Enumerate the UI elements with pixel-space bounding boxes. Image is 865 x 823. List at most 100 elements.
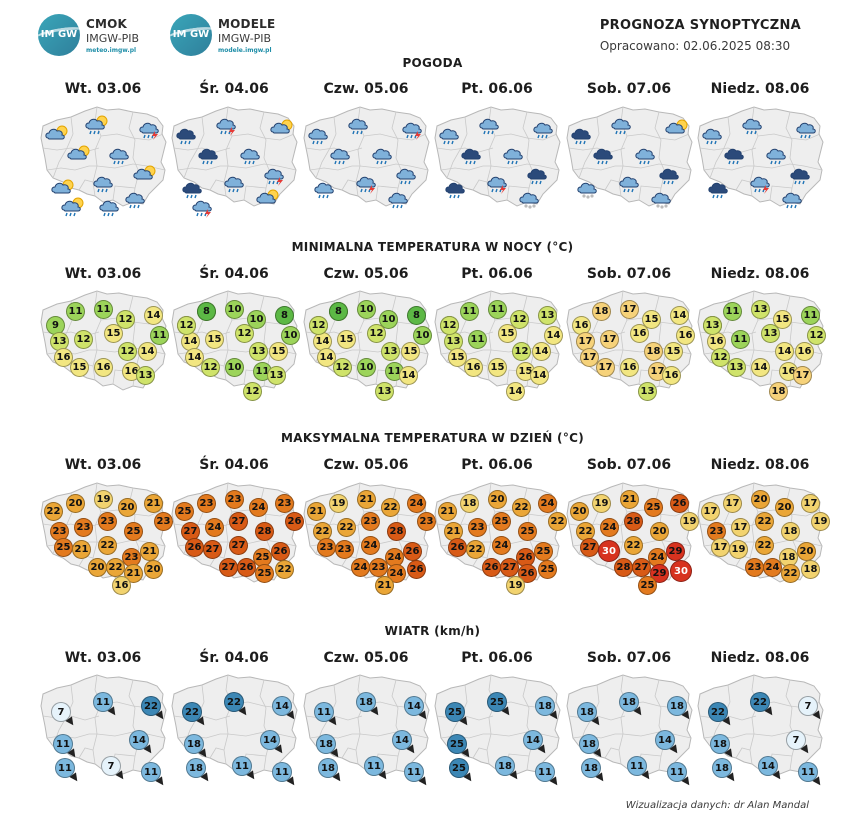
- min-temp-marker: 15: [205, 330, 224, 349]
- max-temp-marker: 22: [44, 502, 63, 521]
- day-label: Śr. 04.06: [199, 266, 269, 282]
- max-temp-marker: 28: [387, 522, 406, 541]
- max-temp-marker: 21: [124, 564, 143, 583]
- cloud-rain-icon: [633, 144, 657, 165]
- cloud-sun-icon: [65, 144, 90, 164]
- max-temp-marker: 27: [580, 538, 599, 557]
- min-temp-marker: 11: [150, 326, 169, 345]
- cloud-hail-icon: [575, 178, 599, 199]
- min-temp-marker: 13: [267, 366, 286, 385]
- wind-marker: 25: [487, 692, 513, 718]
- wind-marker: 14: [758, 756, 784, 782]
- min-temp-marker: 11: [66, 302, 85, 321]
- max-temp-marker: 25: [538, 560, 557, 579]
- max-temp-marker: 25: [638, 576, 657, 595]
- min-temp-marker: 8: [407, 306, 426, 325]
- forecast-title: PROGNOZA SYNOPTYCZNA: [599, 18, 801, 33]
- day-label: Czw. 05.06: [323, 81, 409, 97]
- cloud-rain-icon: [91, 172, 115, 193]
- max-temp-marker: 20: [118, 498, 137, 517]
- min-temp-marker: 11: [731, 330, 750, 349]
- min-temp-marker: 11: [801, 306, 820, 325]
- min-temp-marker: 10: [413, 326, 432, 345]
- day-label: Śr. 04.06: [199, 650, 269, 666]
- max-temp-marker: 23: [417, 512, 436, 531]
- wind-marker: 18: [577, 702, 603, 728]
- logo-cmok-text: CMOK IMGW-PIB meteo.imgw.pl: [86, 17, 139, 54]
- min-temp-marker: 13: [761, 324, 780, 343]
- max-temp-marker: 23: [197, 494, 216, 513]
- max-temp-marker: 23: [154, 512, 173, 531]
- cloud-rain-icon: [370, 144, 394, 165]
- max-temp-marker: 21: [307, 502, 326, 521]
- min-temp-marker: 15: [70, 358, 89, 377]
- cloud-rain-icon: [617, 172, 641, 193]
- cloud-rain-icon: [609, 114, 633, 135]
- max-map-4: 20 19 21 25 26 19 22 24 28 20 27 30 22 24 29 28 27 29 30 25: [563, 480, 699, 595]
- min-temp-marker: 12: [807, 326, 826, 345]
- day-label: Czw. 05.06: [323, 266, 409, 282]
- max-temp-marker: 23: [468, 518, 487, 537]
- max-temp-marker: 23: [361, 512, 380, 531]
- wind-marker: 11: [364, 756, 390, 782]
- min-temp-marker: 12: [74, 330, 93, 349]
- logo-cmok-url: meteo.imgw.pl: [86, 46, 137, 54]
- wind-map-1: 22 22 14 18 14 18 11 11: [168, 672, 300, 788]
- min-temp-marker: 10: [247, 310, 266, 329]
- max-temp-marker: 20: [570, 502, 589, 521]
- max-temp-marker: 26: [670, 494, 689, 513]
- max-temp-marker: 30: [598, 540, 620, 562]
- min-temp-marker: 15: [269, 342, 288, 361]
- day-label: Sob. 07.06: [586, 650, 672, 666]
- max-temp-marker: 21: [72, 540, 91, 559]
- max-temp-marker: 17: [723, 494, 742, 513]
- min-temp-marker: 8: [329, 302, 348, 321]
- min-temp-marker: 14: [317, 348, 336, 367]
- max-temp-marker: 27: [229, 536, 248, 555]
- cloud-rain-thunder-icon: [190, 196, 214, 218]
- cloud-rain-dark-icon: [788, 164, 812, 185]
- min-temp-marker: 13: [751, 300, 770, 319]
- logo-cmok: IM GW CMOK IMGW-PIB meteo.imgw.pl: [38, 14, 139, 56]
- min-temp-marker: 14: [532, 342, 551, 361]
- max-temp-marker: 24: [600, 518, 619, 537]
- wind-marker: 18: [316, 734, 342, 760]
- cloud-rain-icon: [794, 118, 818, 139]
- cloud-rain-icon: [740, 114, 764, 135]
- max-temp-marker: 27: [229, 512, 248, 531]
- wind-marker: 14: [260, 730, 286, 756]
- min-temp-marker: 15: [448, 348, 467, 367]
- cloud-rain-icon: [97, 196, 121, 217]
- day-label: Wt. 03.06: [64, 457, 142, 473]
- cloud-rain-icon: [386, 188, 410, 209]
- cloud-hail-icon: [649, 188, 673, 209]
- cloud-rain-thunder-icon: [485, 172, 509, 194]
- max-temp-marker: 23: [317, 538, 336, 557]
- wind-marker: 18: [619, 692, 645, 718]
- wind-marker: 7: [798, 696, 824, 722]
- min-temp-marker: 13: [703, 316, 722, 335]
- max-temp-marker: 18: [801, 560, 820, 579]
- min-temp-marker: 15: [664, 342, 683, 361]
- max-temp-marker: 24: [387, 564, 406, 583]
- wind-marker: 14: [523, 730, 549, 756]
- weather-map-0: [37, 104, 169, 217]
- cloud-rain-icon: [700, 124, 724, 145]
- max-temp-marker: 19: [680, 512, 699, 531]
- max-temp-marker: 19: [94, 490, 113, 509]
- wind-map-5: 22 22 7 18 7 18 14 11: [694, 672, 826, 788]
- day-label: Niedz. 08.06: [710, 650, 810, 666]
- cloud-rain-icon: [501, 144, 525, 165]
- min-temp-marker: 13: [381, 342, 400, 361]
- cloud-rain-icon: [477, 114, 501, 135]
- wind-marker: 22: [224, 692, 250, 718]
- wind-marker: 22: [750, 692, 776, 718]
- max-temp-marker: 21: [375, 576, 394, 595]
- min-temp-marker: 14: [544, 326, 563, 345]
- min-temp-marker: 14: [399, 366, 418, 385]
- max-temp-marker: 20: [751, 490, 770, 509]
- max-temp-marker: 20: [775, 498, 794, 517]
- wind-map-0: 7 11 22 11 14 11 7 11: [37, 672, 169, 788]
- max-temp-marker: 27: [500, 558, 519, 577]
- max-temp-marker: 22: [624, 536, 643, 555]
